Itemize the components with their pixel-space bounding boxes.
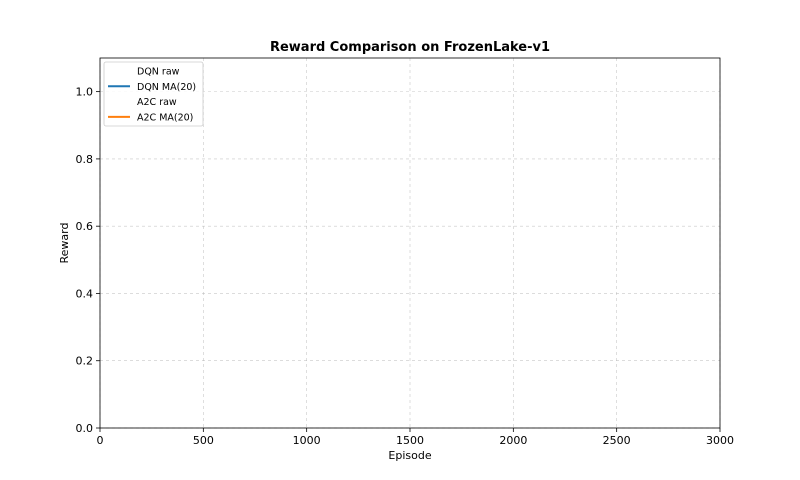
x-axis-label: Episode <box>388 449 431 462</box>
y-tick-label: 1.0 <box>76 86 94 99</box>
x-tick-label: 2000 <box>499 434 527 447</box>
y-tick-label: 0.4 <box>76 287 94 300</box>
legend-label: A2C raw <box>137 97 177 108</box>
x-tick-label: 3000 <box>706 434 734 447</box>
legend-box <box>103 61 204 127</box>
x-tick-label: 0 <box>97 434 104 447</box>
y-tick-label: 0.6 <box>76 220 94 233</box>
x-tick-label: 500 <box>193 434 214 447</box>
y-tick-label: 0.8 <box>76 153 94 166</box>
legend-label: DQN MA(20) <box>137 82 196 93</box>
chart-title: Reward Comparison on FrozenLake-v1 <box>270 40 550 55</box>
y-axis-label: Reward <box>58 223 71 264</box>
legend-label: DQN raw <box>137 67 180 78</box>
y-tick-label: 0.0 <box>76 422 94 435</box>
x-tick-label: 2500 <box>603 434 631 447</box>
legend-label: A2C MA(20) <box>137 112 193 123</box>
x-tick-label: 1500 <box>396 434 424 447</box>
legend-entries: DQN raw DQN MA(20) A2C raw A2C MA(20) <box>108 67 196 123</box>
ticks-layer: 0 500 1000 1500 2000 2500 3000 0.0 0.2 0.4 0.6 0.8 1… <box>76 86 735 447</box>
y-tick-label: 0.2 <box>76 355 94 368</box>
legend: DQN raw DQN MA(20) A2C raw A2C MA(20) <box>103 61 204 127</box>
x-tick-label: 1000 <box>293 434 321 447</box>
